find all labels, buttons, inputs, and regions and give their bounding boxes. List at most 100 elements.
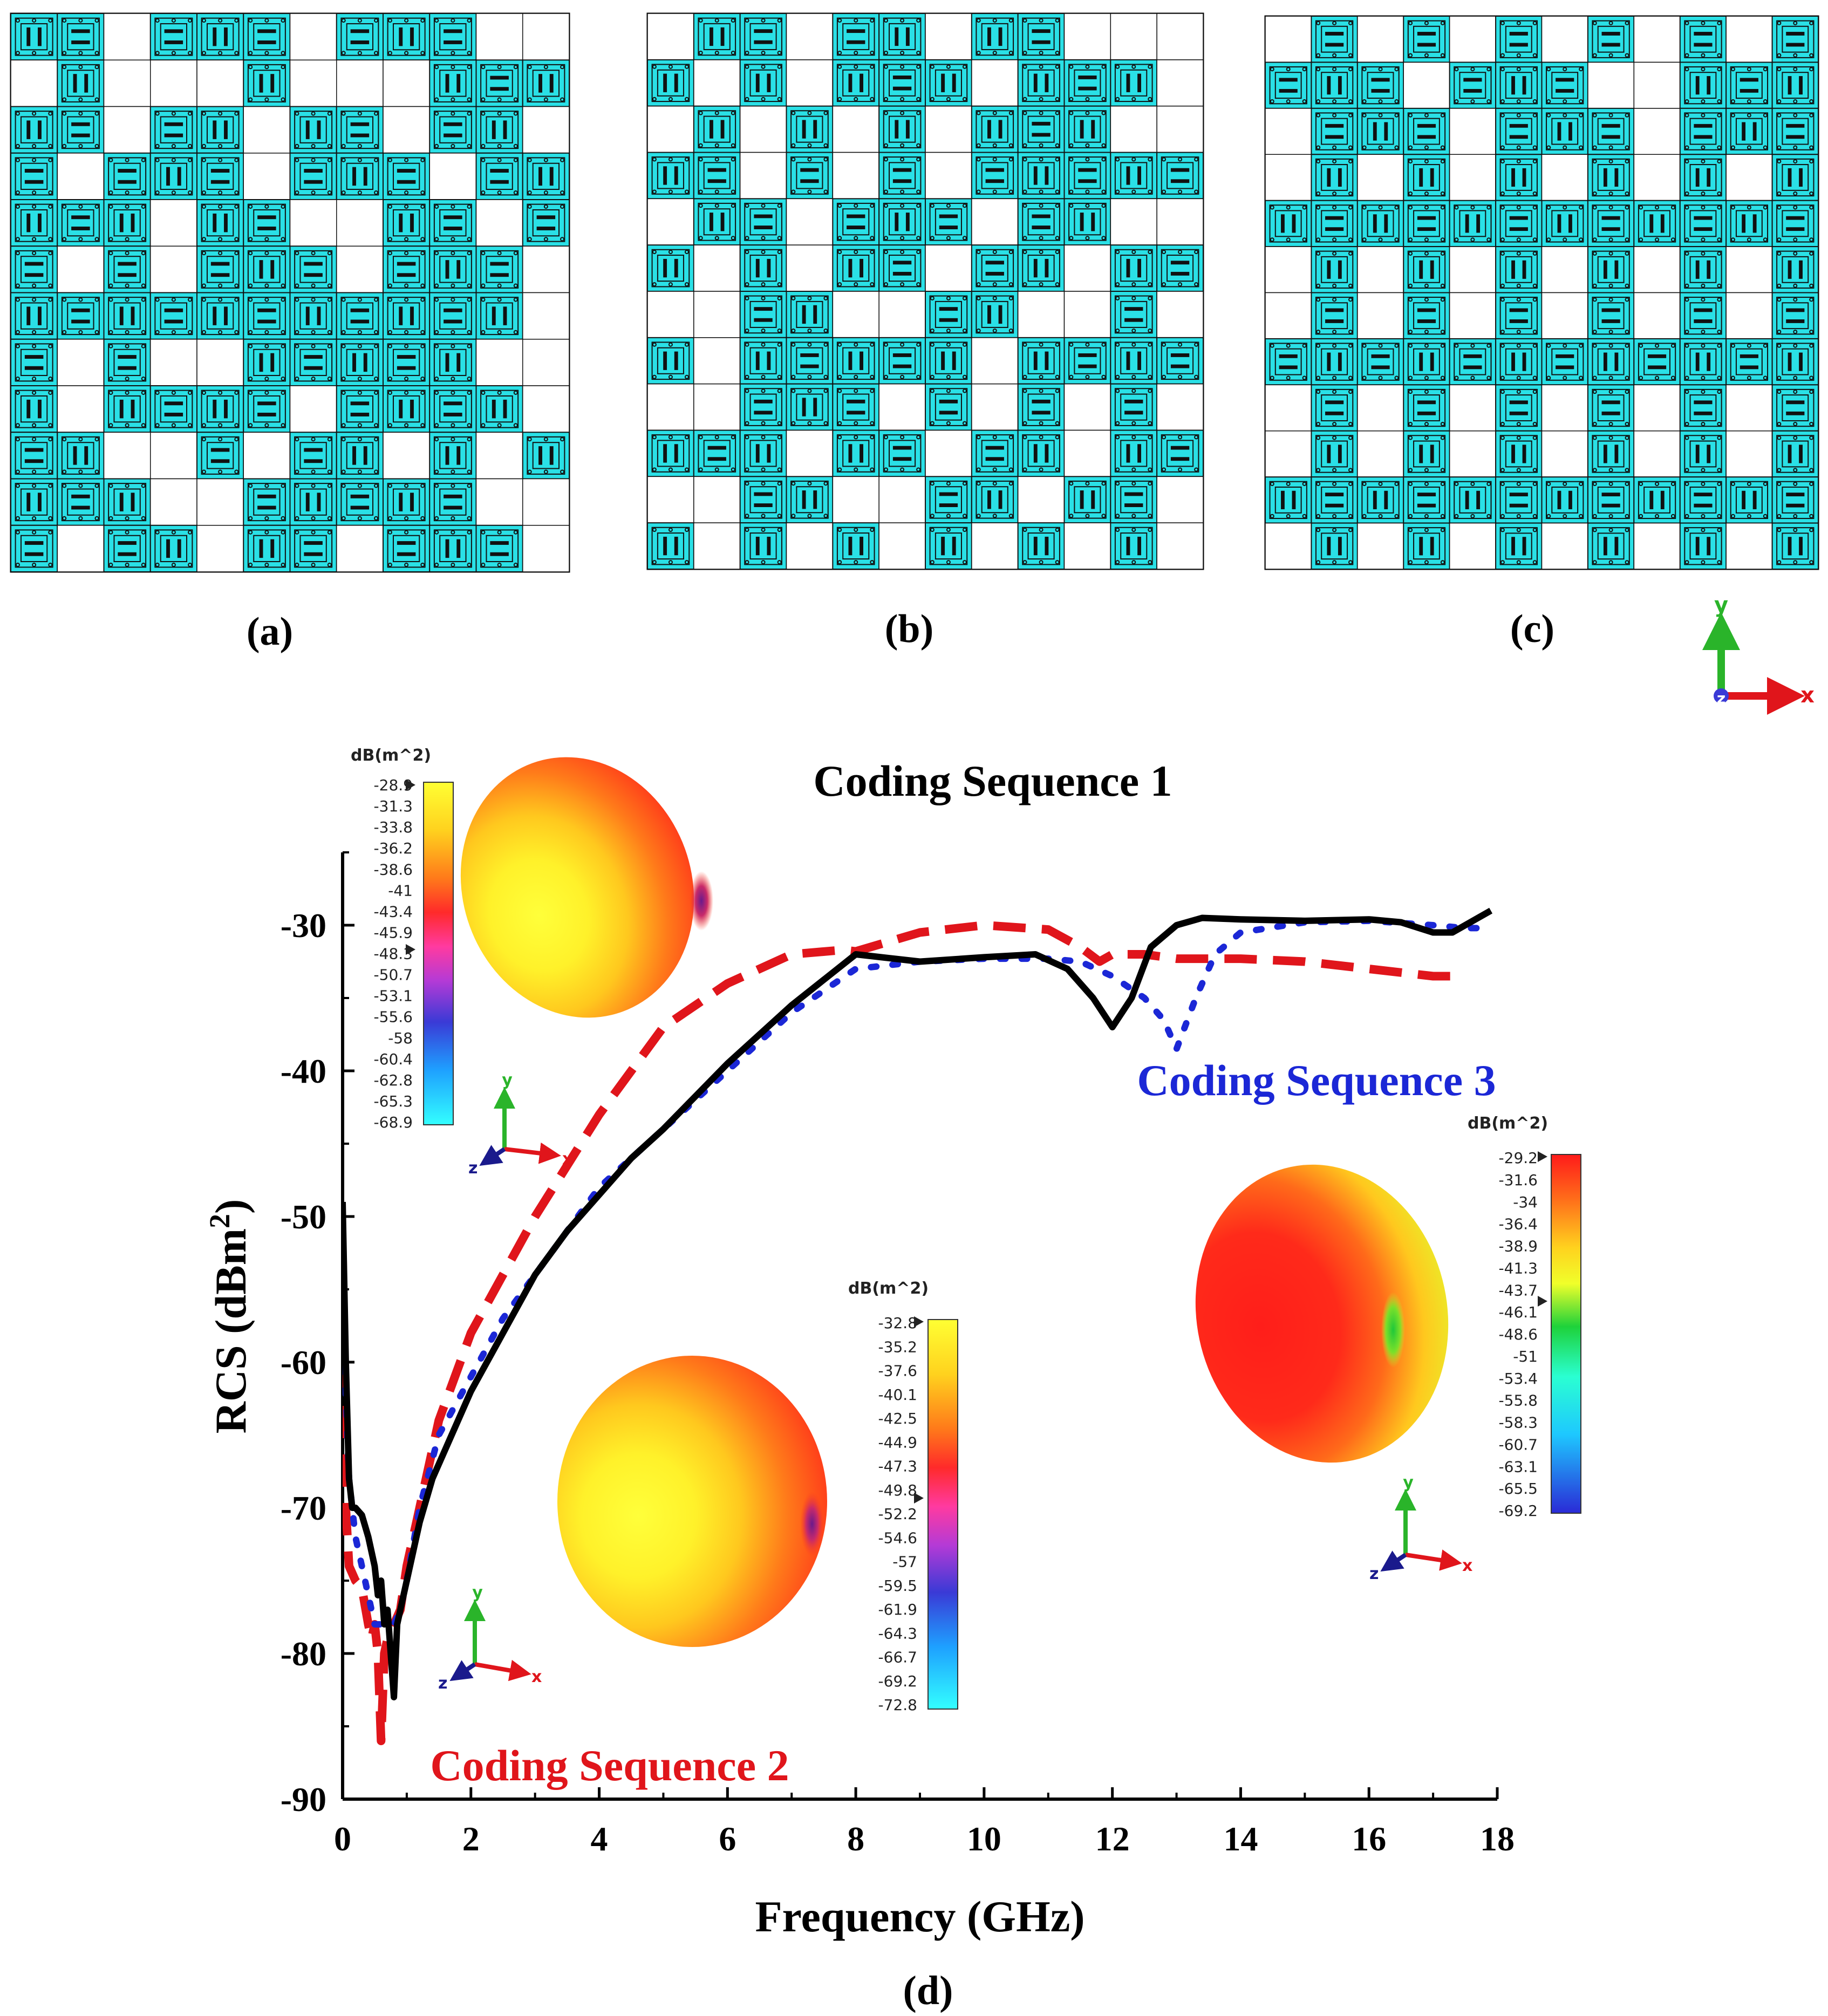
unit-cell-coded-1	[1495, 476, 1543, 524]
unit-cell-coded-0	[1541, 246, 1588, 293]
unit-cell-coded-1	[289, 106, 337, 154]
unit-cell-coded-0	[1725, 16, 1773, 63]
unit-cell-coded-1	[522, 199, 570, 247]
unit-cell-coded-1	[1403, 107, 1450, 155]
unit-cell-coded-1	[1017, 383, 1065, 431]
unit-cell-coded-0	[336, 525, 384, 572]
colorbar-1-tick-label: -36.2	[374, 839, 413, 857]
unit-cell-coded-1	[971, 13, 1019, 60]
unit-cell-coded-1	[786, 476, 834, 524]
unit-cell-coded-0	[1633, 108, 1681, 155]
unit-cell-coded-1	[878, 198, 926, 246]
unit-cell-coded-1	[1110, 383, 1158, 431]
unit-cell-coded-1	[149, 106, 197, 154]
unit-cell-coded-1	[196, 292, 244, 340]
unit-cell-coded-1	[10, 13, 58, 61]
unit-cell-coded-0	[522, 245, 570, 293]
unit-cell-coded-1	[925, 383, 972, 431]
unit-cell-coded-1	[1311, 16, 1358, 63]
unit-cell-coded-0	[1017, 291, 1065, 338]
unit-cell-coded-0	[1110, 13, 1157, 60]
unit-cell-coded-1	[1017, 337, 1065, 385]
unit-cell-coded-0	[693, 522, 741, 570]
unit-cell-coded-1	[383, 338, 431, 386]
unit-cell-coded-1	[196, 106, 244, 154]
unit-cell-coded-1	[1265, 338, 1312, 386]
unit-cell-coded-1	[196, 152, 244, 200]
unit-cell-coded-0	[647, 13, 694, 60]
unit-cell-coded-1	[336, 13, 384, 61]
unit-cell-coded-1	[1495, 292, 1543, 339]
colorbar-1-tick-label: -55.6	[374, 1008, 413, 1026]
axes-triad-inset-1: y x z	[468, 1071, 572, 1178]
unit-cell-coded-0	[739, 105, 787, 153]
unit-cell-coded-1	[1110, 429, 1158, 477]
unit-cell-coded-0	[1357, 430, 1404, 477]
unit-cell-coded-1	[1265, 200, 1312, 248]
unit-cell-coded-1	[878, 429, 926, 477]
unit-cell-coded-1	[786, 152, 834, 200]
unit-cell-coded-0	[1063, 429, 1111, 477]
unit-cell-coded-0	[786, 59, 834, 107]
annotation-coding-sequence-3: Coding Sequence 3	[1137, 1056, 1496, 1105]
unit-cell-coded-1	[149, 152, 197, 200]
unit-cell-coded-0	[196, 525, 244, 572]
unit-cell-coded-0	[1449, 384, 1496, 432]
colorbar-2-tick-label: -52.2	[878, 1505, 917, 1523]
unit-cell-coded-1	[429, 524, 477, 572]
unit-cell-coded-0	[429, 153, 477, 200]
unit-cell-coded-0	[1449, 16, 1496, 63]
rcs-sphere-1	[460, 757, 694, 1018]
unit-cell-coded-1	[878, 152, 926, 200]
colorbar-3-tick-label: -38.9	[1499, 1238, 1538, 1255]
unit-cell-coded-0	[832, 152, 879, 200]
unit-cell-coded-1	[832, 429, 880, 477]
colorbar-2-tick-label: -59.5	[878, 1577, 917, 1595]
unit-cell-coded-1	[522, 59, 570, 107]
colorbar-3-tick-label: -48.6	[1499, 1325, 1538, 1343]
unit-cell-coded-1	[739, 476, 787, 524]
unit-cell-coded-1	[1403, 292, 1450, 339]
colorbar-1-tick-label: -31.3	[374, 797, 413, 815]
colorbar-1-tick-label: -33.8	[374, 818, 413, 836]
triad-x-label: x	[1800, 683, 1815, 708]
unit-cell-coded-1	[1541, 200, 1588, 248]
unit-cell-coded-0	[289, 59, 337, 107]
unit-cell-coded-1	[1311, 154, 1358, 201]
colorbar-3-tick-label: -36.4	[1499, 1215, 1538, 1233]
unit-cell-coded-1	[1771, 200, 1819, 248]
unit-cell-coded-0	[57, 245, 105, 293]
unit-cell-coded-1	[1449, 338, 1497, 386]
unit-cell-coded-0	[522, 106, 570, 154]
unit-cell-coded-0	[878, 476, 926, 523]
y-axis-label-close: )	[206, 1199, 255, 1214]
unit-cell-coded-1	[1403, 430, 1450, 478]
unit-cell-coded-0	[1725, 522, 1773, 570]
unit-cell-coded-0	[1357, 154, 1404, 201]
unit-cell-coded-0	[1725, 292, 1773, 339]
unit-cell-coded-1	[103, 199, 151, 247]
y-axis-label: RCS (dBm2)	[203, 1199, 255, 1434]
unit-cell-coded-1	[1495, 107, 1543, 155]
unit-cell-coded-1	[693, 429, 741, 477]
colorbar-1-unit: dB(m^2)	[351, 746, 431, 765]
unit-cell-coded-1	[1587, 338, 1635, 386]
unit-cell-coded-0	[1110, 198, 1157, 245]
colorbar-1-tick-label: -41	[388, 881, 413, 899]
unit-cell-coded-0	[1633, 292, 1681, 339]
unit-cell-coded-1	[1587, 384, 1635, 432]
unit-cell-coded-1	[1541, 61, 1588, 109]
unit-cell-coded-0	[1633, 154, 1681, 201]
colorbar-2-tick-label: -35.2	[878, 1338, 917, 1356]
unit-cell-coded-1	[647, 429, 694, 477]
unit-cell-coded-0	[1156, 476, 1204, 523]
panel-label-b: (b)	[885, 607, 933, 651]
unit-cell-coded-0	[383, 432, 430, 480]
unit-cell-coded-0	[1156, 13, 1204, 60]
unit-cell-coded-1	[739, 291, 787, 338]
unit-cell-coded-1	[1771, 476, 1819, 524]
unit-cell-coded-0	[1265, 384, 1312, 432]
unit-cell-coded-1	[971, 105, 1019, 153]
unit-cell-coded-1	[1356, 200, 1404, 248]
unit-cell-coded-1	[1541, 476, 1588, 524]
